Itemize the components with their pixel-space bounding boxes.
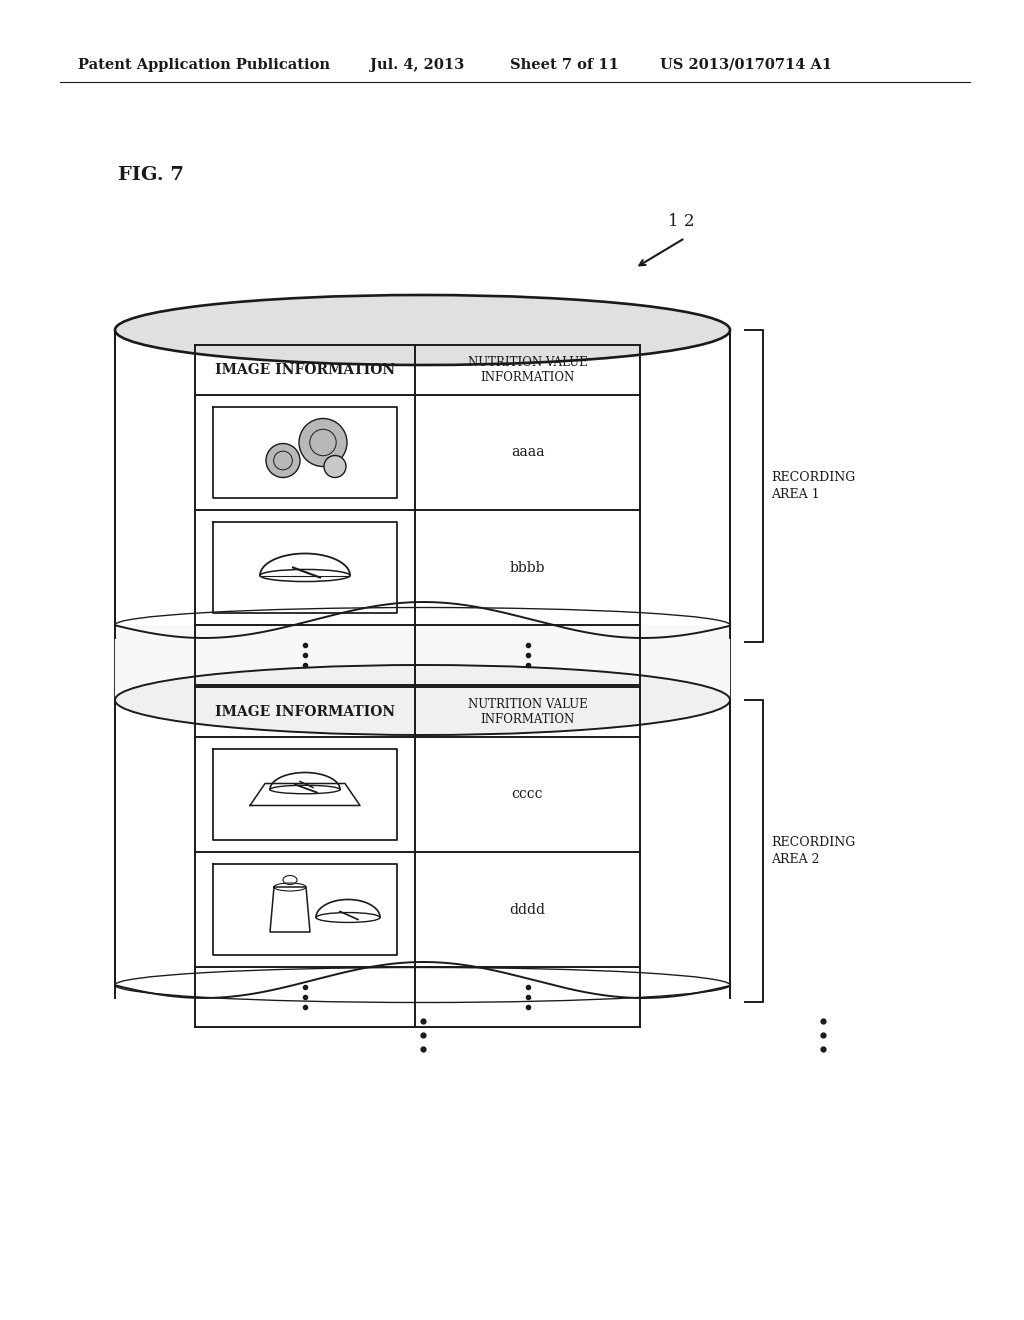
Text: NUTRITION VALUE
INFORMATION: NUTRITION VALUE INFORMATION <box>468 356 588 384</box>
Text: bbbb: bbbb <box>510 561 545 574</box>
Ellipse shape <box>324 455 346 478</box>
Text: dddd: dddd <box>510 903 546 916</box>
Text: Patent Application Publication: Patent Application Publication <box>78 58 330 73</box>
Text: cccc: cccc <box>512 788 544 801</box>
Text: RECORDING
AREA 1: RECORDING AREA 1 <box>771 471 855 502</box>
Text: US 2013/0170714 A1: US 2013/0170714 A1 <box>660 58 833 73</box>
Text: 1 2: 1 2 <box>668 214 694 231</box>
Ellipse shape <box>266 444 300 478</box>
Text: IMAGE INFORMATION: IMAGE INFORMATION <box>215 705 395 719</box>
Text: Sheet 7 of 11: Sheet 7 of 11 <box>510 58 618 73</box>
Text: aaaa: aaaa <box>511 446 544 459</box>
Text: RECORDING
AREA 2: RECORDING AREA 2 <box>771 836 855 866</box>
Ellipse shape <box>299 418 347 466</box>
Polygon shape <box>115 624 730 700</box>
Ellipse shape <box>115 294 730 366</box>
Text: IMAGE INFORMATION: IMAGE INFORMATION <box>215 363 395 378</box>
Text: FIG. 7: FIG. 7 <box>118 166 184 183</box>
Ellipse shape <box>115 665 730 735</box>
Text: NUTRITION VALUE
INFORMATION: NUTRITION VALUE INFORMATION <box>468 698 588 726</box>
Text: Jul. 4, 2013: Jul. 4, 2013 <box>370 58 464 73</box>
